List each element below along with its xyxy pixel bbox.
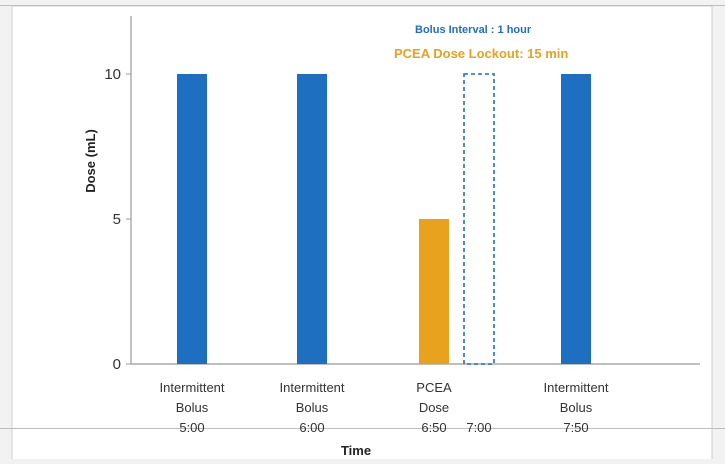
bolus-interval-annotation: Bolus Interval : 1 hour bbox=[415, 24, 532, 36]
bolus-bar bbox=[297, 74, 327, 364]
x-tick-label: Intermittent bbox=[159, 380, 224, 395]
x-tick-label: 5:00 bbox=[179, 420, 204, 435]
x-tick-label: Bolus bbox=[560, 400, 593, 415]
y-axis-title: Dose (mL) bbox=[83, 129, 98, 193]
lockout-bar-outline bbox=[463, 73, 495, 365]
y-tick-label: 5 bbox=[113, 211, 121, 228]
y-tick-label: 10 bbox=[104, 66, 121, 83]
x-tick-label: Intermittent bbox=[543, 380, 608, 395]
x-tick-label: 7:00 bbox=[466, 420, 491, 435]
pcea-dose-bar bbox=[419, 219, 449, 364]
bolus-bar bbox=[177, 74, 207, 364]
bolus-bar bbox=[561, 74, 591, 364]
x-tick-label: Bolus bbox=[176, 400, 209, 415]
x-tick-label: 7:50 bbox=[563, 420, 588, 435]
x-tick-label: 6:00 bbox=[299, 420, 324, 435]
chart-background bbox=[11, 5, 713, 464]
x-axis-title: Time bbox=[341, 443, 371, 458]
x-tick-label: Bolus bbox=[296, 400, 329, 415]
x-tick-label: PCEA bbox=[416, 380, 452, 395]
x-tick-label: Intermittent bbox=[279, 380, 344, 395]
pcea-lockout-annotation: PCEA Dose Lockout: 15 min bbox=[394, 46, 569, 61]
x-tick-label: 6:50 bbox=[421, 420, 446, 435]
y-tick-label: 0 bbox=[113, 356, 121, 373]
x-tick-label: Dose bbox=[419, 400, 449, 415]
